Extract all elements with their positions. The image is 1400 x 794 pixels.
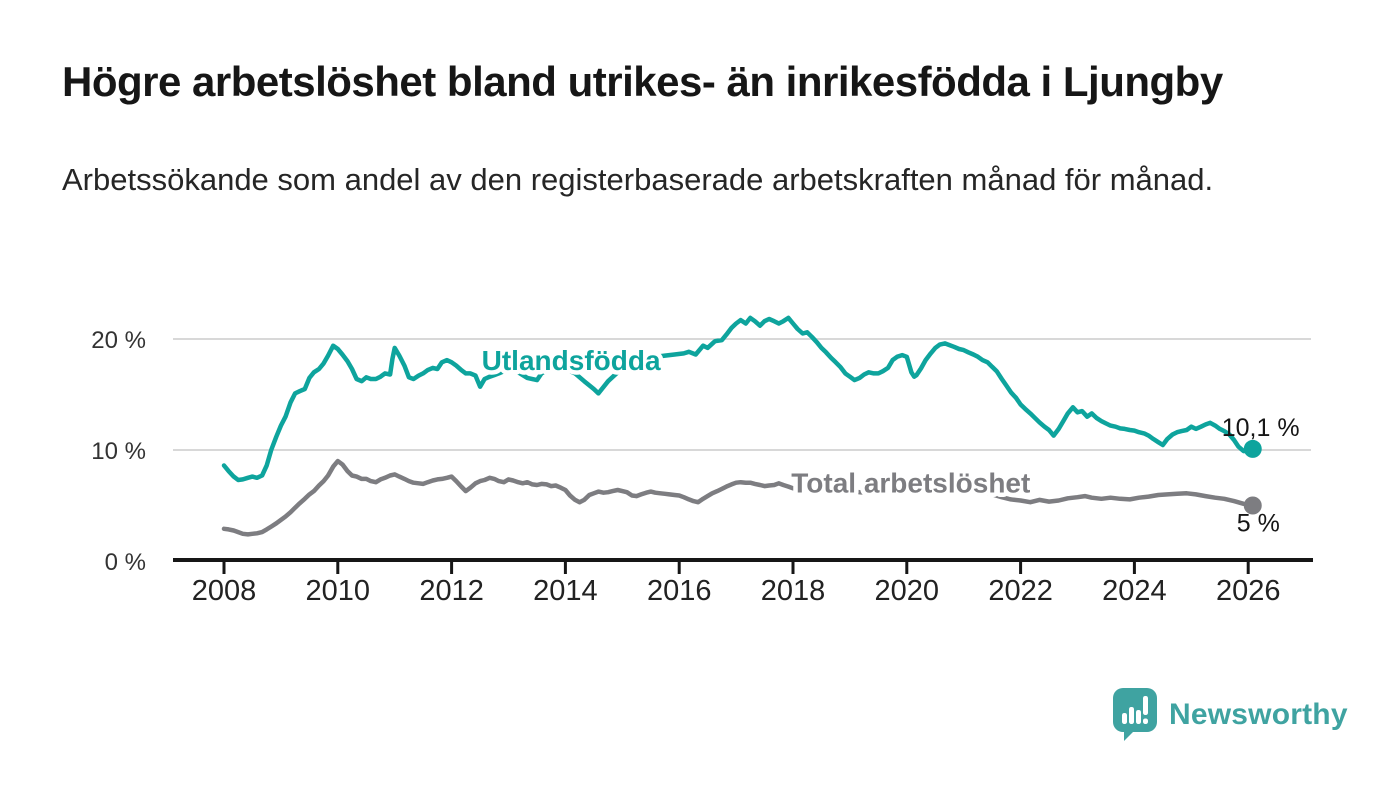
- chart-title: Högre arbetslöshet bland utrikes- än inr…: [62, 58, 1223, 105]
- x-tick-label-2010: 2010: [306, 575, 371, 607]
- y-tick-label-0: 0 %: [105, 549, 146, 576]
- end-value-label-utlandsfodda: 10,1 %: [1222, 414, 1300, 442]
- end-value-label-total: 5 %: [1237, 510, 1280, 538]
- x-tick-label-2020: 2020: [875, 575, 940, 607]
- end-dot-total: [1243, 496, 1262, 515]
- x-tick-label-2014: 2014: [533, 575, 598, 607]
- x-tick-label-2008: 2008: [192, 575, 257, 607]
- logo-bar-2: [1129, 707, 1134, 724]
- x-tick-label-2026: 2026: [1216, 575, 1281, 607]
- series-label-total: Total arbetslöshet: [791, 468, 1030, 499]
- y-tick-label-10: 10 %: [91, 438, 146, 465]
- x-tick-label-2018: 2018: [761, 575, 826, 607]
- logo-exclamation-bar: [1143, 696, 1148, 715]
- logo-bar-1: [1122, 713, 1127, 724]
- x-tick-label-2024: 2024: [1102, 575, 1167, 607]
- end-dot-utlandsfodda: [1243, 439, 1262, 458]
- series-line-total: [221, 458, 1256, 537]
- y-tick-label-20: 20 %: [91, 327, 146, 354]
- x-tick-label-2022: 2022: [988, 575, 1053, 607]
- series-label-utlandsfodda: Utlandsfödda: [482, 345, 661, 376]
- logo-exclamation-dot: [1143, 718, 1148, 724]
- newsworthy-logo-text: Newsworthy: [1169, 698, 1348, 731]
- chart-subtitle: Arbetssökande som andel av den registerb…: [62, 162, 1214, 197]
- x-tick-label-2012: 2012: [419, 575, 484, 607]
- x-tick-label-2016: 2016: [647, 575, 712, 607]
- newsworthy-logo-icon: [1113, 688, 1157, 741]
- newsworthy-logo: Newsworthy: [1112, 686, 1348, 744]
- series-line-utlandsfodda: [221, 315, 1256, 483]
- logo-bar-3: [1136, 710, 1141, 724]
